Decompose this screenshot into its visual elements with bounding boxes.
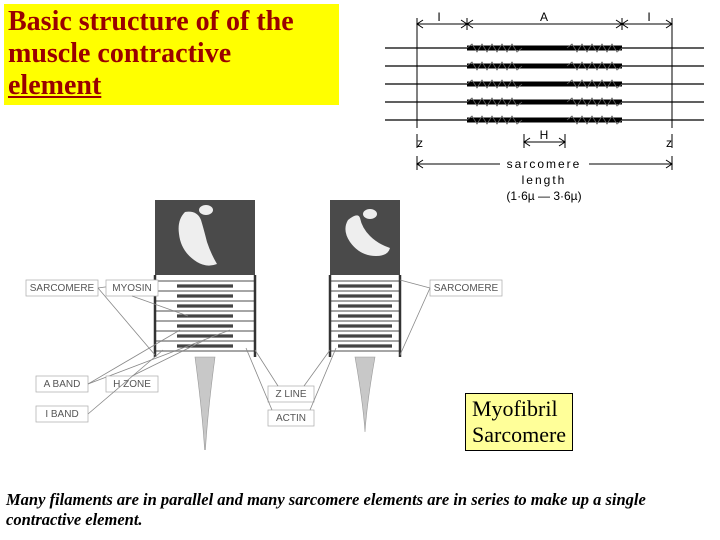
label-actin: ACTIN (276, 413, 306, 424)
title-line-2: muscle contractive (8, 38, 335, 70)
sarcomere-banding-diagram: I A I (377, 8, 712, 208)
footer-line-1: Many filaments are in parallel and many … (6, 490, 646, 509)
label-i-right: I (647, 10, 650, 24)
label-z-left: z (417, 136, 423, 150)
footer-caption: Many filaments are in parallel and many … (6, 490, 716, 530)
label-sarcomere-right: SARCOMERE (434, 283, 499, 294)
filament-row (385, 98, 704, 106)
label-myosin: MYOSIN (112, 283, 151, 294)
filament-row (385, 44, 704, 52)
footer-line-2: contractive element. (6, 510, 143, 529)
filament-row (385, 62, 704, 70)
myo-line-1: Myofibril (472, 396, 566, 422)
label-h-zone: H ZONE (113, 379, 151, 390)
label-h: H (540, 128, 549, 142)
h-zone-arrow: z H z (417, 128, 672, 150)
label-z-line: Z LINE (275, 389, 306, 400)
myo-line-2: Sarcomere (472, 422, 566, 448)
myofibril-highlight: Myofibril Sarcomere (465, 393, 573, 451)
title-line-1: Basic structure of of the (8, 6, 335, 38)
label-i-left: I (437, 10, 440, 24)
right-labels: SARCOMERE Z LINE ACTIN (246, 280, 502, 426)
title-highlight: Basic structure of of the muscle contrac… (4, 4, 339, 105)
label-z-right: z (666, 136, 672, 150)
relaxed-panel (155, 200, 255, 450)
filament-row (385, 80, 704, 88)
label-sarcomere-left: SARCOMERE (30, 283, 95, 294)
label-a: A (540, 10, 548, 24)
label-a-band: A BAND (44, 379, 81, 390)
contracted-panel (330, 200, 400, 432)
label-i-band: I BAND (45, 409, 78, 420)
label-sarcomere-word: sarcomere (507, 157, 582, 171)
filament-row (385, 116, 704, 124)
title-line-3: element (8, 70, 335, 102)
